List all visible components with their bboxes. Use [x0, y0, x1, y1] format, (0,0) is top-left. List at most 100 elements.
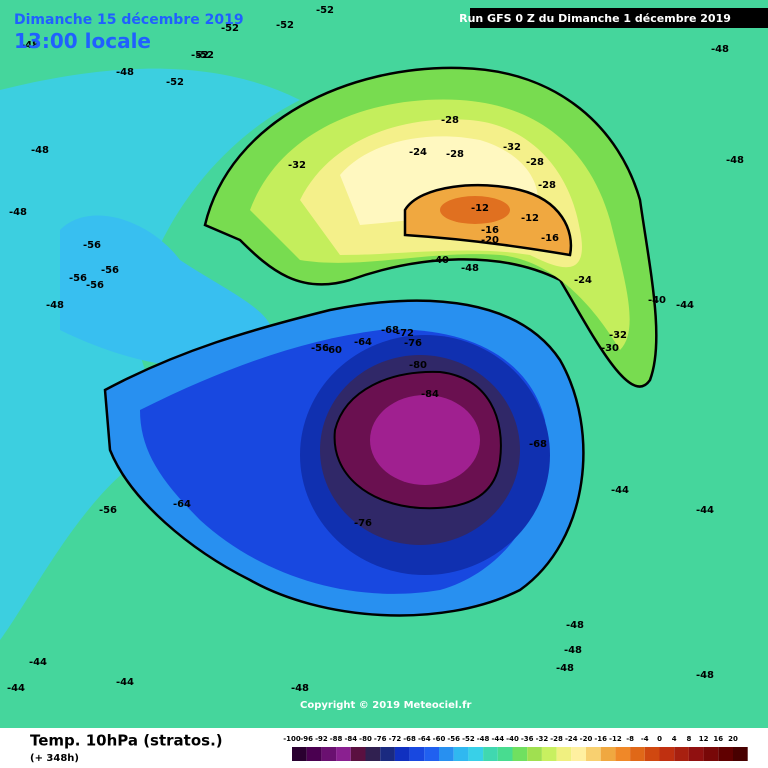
colorbar-label: -72: [389, 735, 402, 743]
forecast-time: 13:00 locale: [14, 29, 151, 53]
contour-label: -68: [529, 439, 547, 450]
colorbar-swatch: [380, 747, 395, 761]
contour-label: -48: [564, 645, 582, 656]
contour-label: -52: [166, 77, 184, 88]
colorbar-label: -24: [565, 735, 578, 743]
colorbar-swatch: [556, 747, 572, 761]
contour-label: -80: [409, 360, 427, 371]
colorbar-swatch: [292, 747, 307, 761]
contour-label: -56: [99, 505, 117, 516]
contour-label: -56: [101, 265, 119, 276]
contour-label: -28: [526, 157, 544, 168]
colorbar-label: 20: [728, 735, 738, 743]
colorbar-label: -8: [626, 735, 634, 743]
colorbar-label: -44: [491, 735, 504, 743]
contour-label: -32: [609, 330, 627, 341]
footer-title: Temp. 10hPa (stratos.): [30, 732, 223, 750]
contour-label: -56: [311, 343, 329, 354]
contour-label: -48: [46, 300, 64, 311]
colorbar-label: -12: [609, 735, 622, 743]
colorbar-swatch: [424, 747, 439, 761]
colorbar-label: 4: [672, 735, 677, 743]
contour-label: -48: [566, 620, 584, 631]
colorbar-label: -68: [403, 735, 416, 743]
colorbar-label: -48: [477, 735, 490, 743]
colorbar-label: -36: [521, 735, 534, 743]
contour-label: -76: [404, 338, 422, 349]
colorbar-swatch: [350, 747, 366, 761]
colorbar-swatch: [674, 747, 689, 761]
contour-label: -84: [421, 389, 439, 400]
contour-label: -40: [431, 255, 449, 266]
contour-label: -24: [574, 275, 592, 286]
contour-label: -60: [324, 345, 342, 356]
colorbar-label: 16: [713, 735, 723, 743]
colorbar-label: -56: [447, 735, 460, 743]
colorbar-swatch: [439, 747, 454, 761]
contour-label: -12: [471, 203, 489, 214]
contour-label: -76: [354, 518, 372, 529]
contour-label: -48: [696, 670, 714, 681]
contour-label: -44: [696, 505, 714, 516]
colorbar-swatch: [409, 747, 425, 761]
contour-label: -28: [446, 149, 464, 160]
colorbar-label: -92: [315, 735, 328, 743]
colorbar-label: -4: [641, 735, 649, 743]
colorbar-label: -80: [359, 735, 372, 743]
colorbar-swatch: [688, 747, 704, 761]
contour-label: -48: [556, 663, 574, 674]
colorbar-label: -28: [550, 735, 563, 743]
colorbar-swatch: [497, 747, 513, 761]
contour-label: -48: [711, 44, 729, 55]
contour-label: -52: [221, 23, 239, 34]
contour-label: -64: [173, 499, 191, 510]
vortex-center: [370, 395, 480, 485]
colorbar-label: -40: [506, 735, 519, 743]
contour-label: -48: [31, 145, 49, 156]
colorbar-swatch: [453, 747, 469, 761]
contour-label: -44: [29, 657, 47, 668]
contour-label: -52: [196, 50, 214, 61]
colorbar-label: -20: [580, 735, 593, 743]
contour-label: -20: [481, 235, 499, 246]
contour-label: -52: [191, 50, 209, 61]
cyan-band: [0, 68, 300, 641]
contour-label: -40: [648, 295, 666, 306]
copyright: Copyright © 2019 Meteociel.fr: [300, 700, 471, 711]
contour-label: -24: [409, 147, 427, 158]
colorbar-swatch: [644, 747, 660, 761]
colorbar-swatch: [571, 747, 586, 761]
contour-label: -48: [461, 263, 479, 274]
contour-label: -68: [381, 325, 399, 336]
colorbar-swatch: [394, 747, 410, 761]
colorbar-swatch: [512, 747, 528, 761]
contour-label: -30: [601, 343, 619, 354]
contour-label: -48: [21, 40, 39, 51]
contour-label: -52: [276, 20, 294, 31]
colorbar-swatch: [630, 747, 645, 761]
warm-peak: [440, 196, 510, 224]
colorbar-swatch: [541, 747, 557, 761]
colorbar-label: -88: [330, 735, 343, 743]
colorbar-swatch: [483, 747, 498, 761]
contour-label: -44: [7, 683, 25, 694]
colorbar-label: -32: [536, 735, 549, 743]
contour-label: -48: [291, 683, 309, 694]
run-box: [470, 8, 768, 28]
contour-label: -44: [611, 485, 629, 496]
contour-label: -56: [86, 280, 104, 291]
contour-label: -16: [541, 233, 559, 244]
colorbar-swatch: [336, 747, 351, 761]
contour-label: -28: [441, 115, 459, 126]
colorbar-swatch: [659, 747, 675, 761]
colorbar-swatch: [615, 747, 631, 761]
contour-label: -32: [503, 142, 521, 153]
cold-lobe: [60, 215, 273, 369]
colorbar-swatch: [718, 747, 733, 761]
contour-label: -64: [354, 337, 372, 348]
colorbar-label: -100: [283, 735, 301, 743]
colorbar-label: -60: [433, 735, 446, 743]
colorbar-swatch: [703, 747, 719, 761]
contour-label: -16: [481, 225, 499, 236]
